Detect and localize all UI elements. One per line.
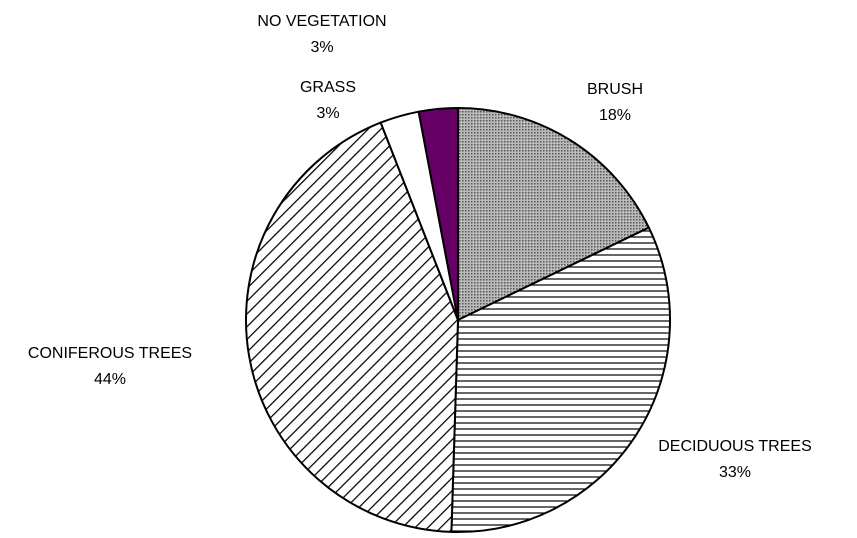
slice-value-label: 44%: [94, 371, 126, 388]
slice-value-label: 33%: [719, 464, 751, 481]
pie-slice: [457, 106, 651, 322]
slice-label: GRASS: [300, 79, 356, 96]
slice-value-label: 18%: [599, 107, 631, 124]
slice-label: CONIFEROUS TREES: [28, 345, 192, 362]
slice-label: BRUSH: [587, 81, 643, 98]
pie-slice: [245, 121, 460, 533]
pie-slice: [417, 106, 459, 321]
slice-label: NO VEGETATION: [257, 13, 386, 30]
slice-value-label: 3%: [310, 39, 333, 56]
pie-slice: [450, 226, 671, 533]
slice-value-label: 3%: [316, 105, 339, 122]
slice-label: DECIDUOUS TREES: [658, 438, 812, 455]
